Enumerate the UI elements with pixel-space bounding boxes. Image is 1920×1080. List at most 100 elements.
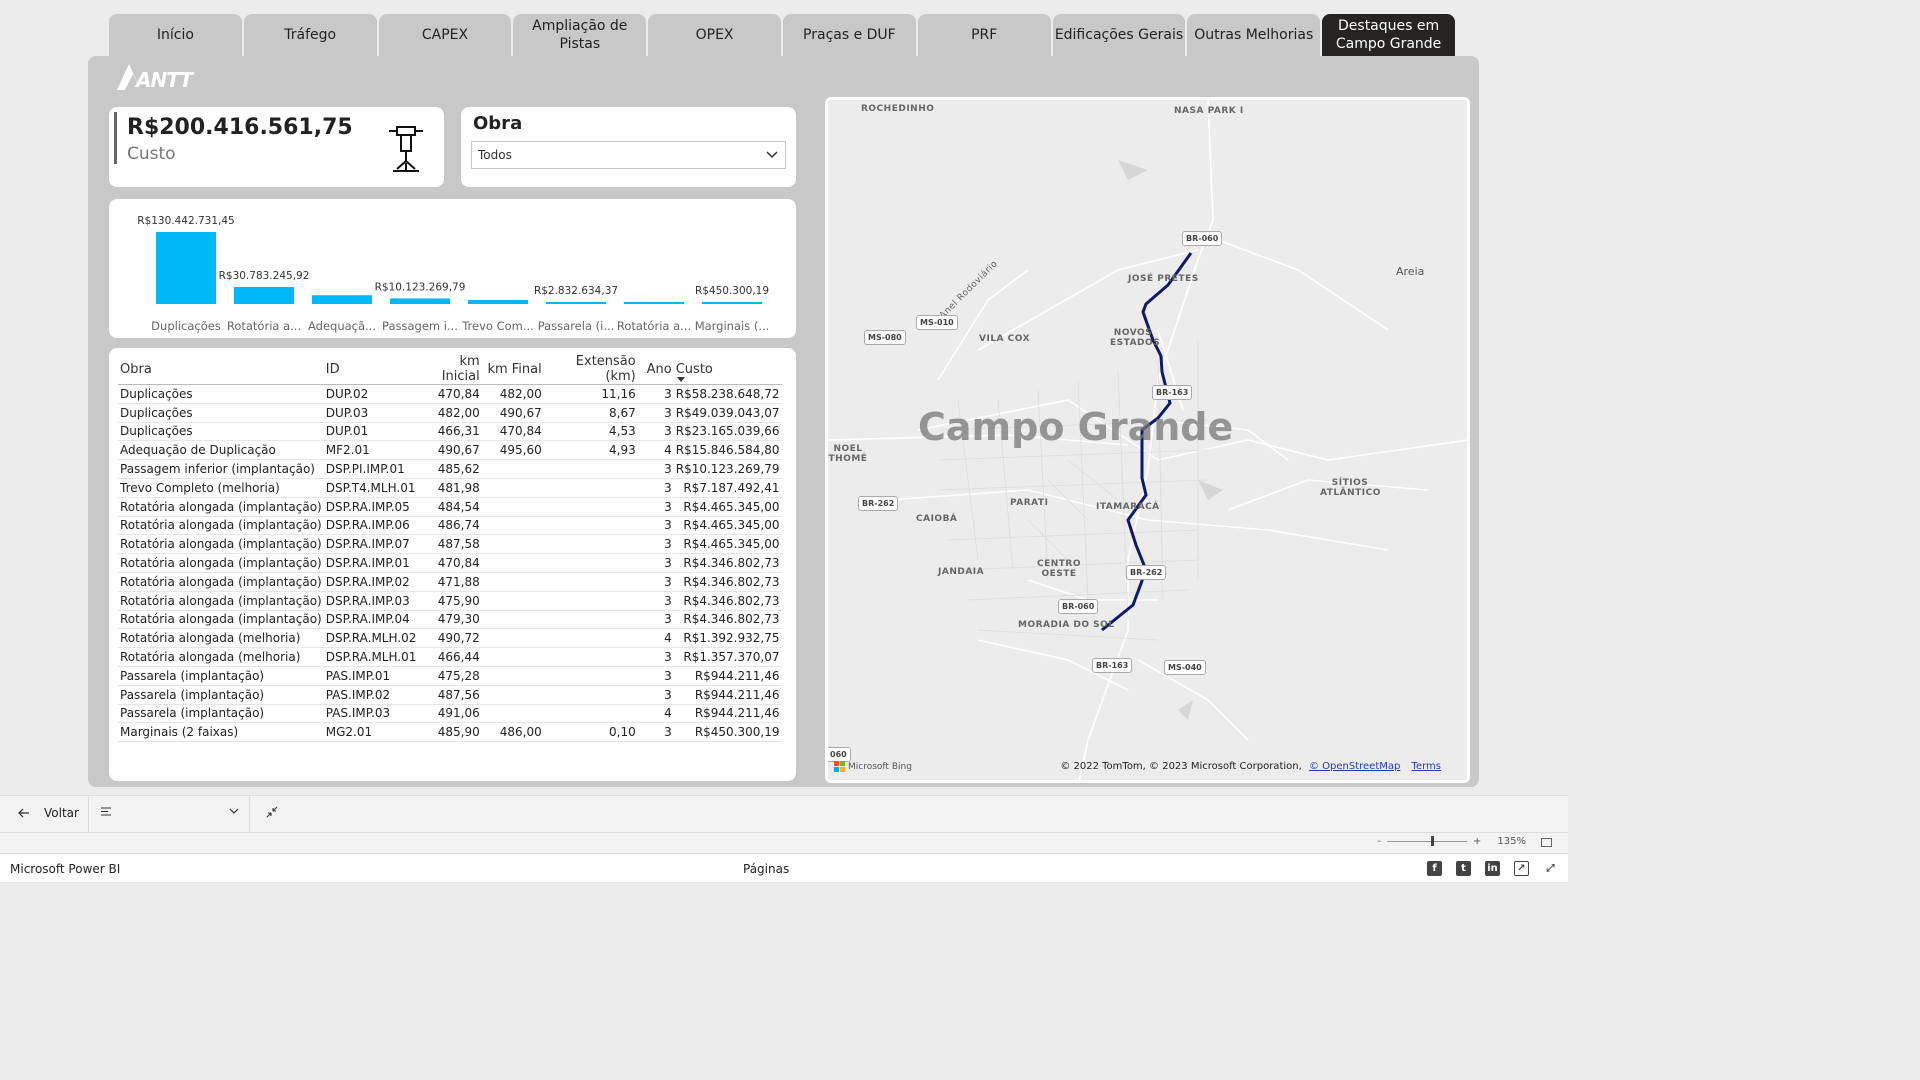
bar[interactable] (468, 300, 528, 304)
column-header[interactable]: km Final (481, 354, 544, 385)
bar[interactable] (390, 298, 450, 304)
table-row[interactable]: Passarela (implantação) PAS.IMP.02 487,56 3… (118, 685, 782, 705)
table-cell (543, 610, 638, 630)
table-row[interactable]: Rotatória alongada (implantação) DSP.RA.I… (118, 497, 782, 517)
table-cell: 3 (637, 553, 674, 573)
table-row[interactable]: Marginais (2 faixas) MG2.01 485,90 486,00 0,… (118, 722, 782, 743)
route-line (1101, 252, 1193, 632)
data-label: R$2.832.634,37 (534, 285, 618, 297)
map-label-vila-cox: VILA COX (979, 334, 1031, 344)
tab-8[interactable]: Outras Melhorias (1187, 14, 1321, 56)
zoom-slider-thumb[interactable] (1431, 836, 1435, 846)
tab-1[interactable]: Tráfego (243, 14, 377, 56)
table-cell: 0,10 (543, 722, 638, 743)
bar[interactable] (624, 302, 684, 304)
table-row[interactable]: Rotatória alongada (implantação) DSP.RA.I… (118, 534, 782, 555)
road-shield-br060-north: BR-060 (1182, 231, 1223, 246)
table-row[interactable]: Rotatória alongada (implantação) DSP.RA.I… (118, 553, 782, 573)
table-row[interactable]: Rotatória alongada (implantação) DSP.RA.I… (118, 516, 782, 536)
page-menu-dropdown[interactable] (101, 807, 239, 816)
share-icon[interactable]: ↗ (1514, 861, 1529, 876)
collapse-button[interactable] (266, 806, 278, 822)
table-cell: Rotatória alongada (melhoria) (118, 628, 324, 649)
tab-label: Edificações Gerais (1054, 27, 1184, 43)
tab-3[interactable]: Ampliação de Pistas (513, 14, 647, 56)
table-cell (543, 628, 638, 649)
column-header[interactable]: ID (323, 354, 420, 385)
table-cell: R$4.346.802,73 (673, 572, 782, 592)
tab-9[interactable]: Destaques em Campo Grande (1322, 14, 1455, 56)
route-map[interactable]: ROCHEDINHO NASA PARK I JOSÉ PRETES VILA … (825, 97, 1470, 783)
openstreetmap-link[interactable]: © OpenStreetMap (1308, 761, 1401, 772)
road-shield-br262-east: BR-262 (1126, 565, 1167, 580)
table-cell (481, 478, 544, 498)
table-row[interactable]: Rotatória alongada (implantação) DSP.RA.I… (118, 572, 782, 592)
table-cell: Adequação de Duplicação (118, 440, 324, 461)
table-cell: Rotatória alongada (implantação) (118, 497, 324, 517)
back-button[interactable]: Voltar (18, 806, 79, 820)
linkedin-icon[interactable]: in (1485, 861, 1500, 876)
map-street-grid (828, 100, 1467, 780)
collapse-icon (266, 806, 278, 818)
table-row[interactable]: Duplicações DUP.01 466,31 470,84 4,53 3 R$23.1… (118, 422, 782, 442)
social-share-bar: f t in ↗ ⤢ (1427, 861, 1558, 876)
table-cell: Rotatória alongada (implantação) (118, 516, 324, 536)
zoom-slider[interactable] (1387, 836, 1468, 846)
table-row[interactable]: Rotatória alongada (melhoria) DSP.RA.MLH.… (118, 647, 782, 667)
table-row[interactable]: Duplicações DUP.03 482,00 490,67 8,67 3 R$49.0… (118, 403, 782, 423)
tab-label: Outras Melhorias (1194, 27, 1314, 43)
table-cell: R$7.187.492,41 (673, 478, 782, 498)
tab-2[interactable]: CAPEX (378, 14, 512, 56)
zoom-in-button[interactable]: + (1473, 836, 1482, 847)
zoom-out-button[interactable]: - (1377, 836, 1382, 847)
column-header[interactable]: Ano (637, 354, 674, 385)
column-header[interactable]: Custo (673, 354, 782, 385)
column-header[interactable]: km Inicial (419, 354, 482, 385)
tab-6[interactable]: PRF (917, 14, 1051, 56)
table-cell: DSP.RA.MLH.01 (323, 647, 420, 667)
antt-logo-text: ANTT (136, 68, 193, 92)
obra-dropdown[interactable]: Todos (471, 141, 786, 169)
table-row[interactable]: Rotatória alongada (melhoria) DSP.RA.MLH.… (118, 628, 782, 649)
chevron-down-icon (229, 808, 239, 814)
bar[interactable] (234, 287, 294, 304)
fit-to-page-icon[interactable] (1541, 838, 1552, 847)
tab-0[interactable]: Início (109, 14, 242, 56)
table-row[interactable]: Passarela (implantação) PAS.IMP.01 475,28 3… (118, 666, 782, 686)
facebook-icon[interactable]: f (1427, 861, 1442, 876)
table-cell (481, 553, 544, 573)
terms-link[interactable]: Terms (1411, 761, 1441, 772)
column-header[interactable]: Obra (118, 354, 324, 385)
tab-label: CAPEX (421, 27, 469, 43)
bar[interactable] (312, 295, 372, 304)
table-cell: 3 (637, 647, 674, 667)
table-row[interactable]: Duplicações DUP.02 470,84 482,00 11,16 3 R$58.… (118, 384, 782, 404)
table-cell: 3 (637, 722, 674, 743)
table-row[interactable]: Rotatória alongada (implantação) DSP.RA.I… (118, 610, 782, 630)
fullscreen-icon[interactable]: ⤢ (1543, 861, 1558, 876)
bar[interactable] (702, 302, 762, 304)
table-row[interactable]: Passarela (implantação) PAS.IMP.03 491,06 4… (118, 704, 782, 724)
table-cell: PAS.IMP.02 (323, 685, 420, 705)
bar[interactable] (546, 302, 606, 304)
table-cell: Passarela (implantação) (118, 685, 324, 705)
table-cell: 491,06 (419, 704, 482, 724)
table-cell: 11,16 (543, 384, 638, 404)
table-row[interactable]: Trevo Completo (melhoria) DSP.T4.MLH.01 48… (118, 478, 782, 498)
table-row[interactable]: Passagem inferior (implantação) DSP.PI.IM… (118, 459, 782, 479)
road-shield-ms010: MS-010 (916, 315, 958, 330)
tab-5[interactable]: Praças e DUF (782, 14, 916, 56)
table-cell: R$4.465.345,00 (673, 497, 782, 517)
tab-7[interactable]: Edificações Gerais (1052, 14, 1186, 56)
kpi-accent-bar (114, 112, 117, 164)
category-label: Passagem i... (382, 319, 458, 333)
bar[interactable] (156, 232, 216, 304)
twitter-icon[interactable]: t (1456, 861, 1471, 876)
pages-button[interactable]: Páginas (743, 862, 790, 876)
table-row[interactable]: Rotatória alongada (implantação) DSP.RA.I… (118, 591, 782, 611)
table-cell (543, 459, 638, 479)
table-cell: PAS.IMP.01 (323, 666, 420, 686)
column-header[interactable]: Extensão (km) (543, 354, 638, 385)
table-row[interactable]: Adequação de Duplicação MF2.01 490,67 495,6… (118, 440, 782, 461)
tab-4[interactable]: OPEX (648, 14, 781, 56)
